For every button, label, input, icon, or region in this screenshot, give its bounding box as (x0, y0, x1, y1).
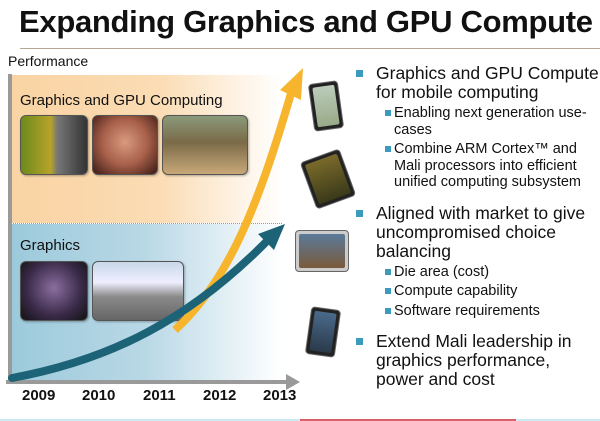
year-label: 2011 (143, 387, 176, 404)
tv-device-icon (295, 230, 349, 272)
region-divider (10, 223, 282, 224)
bullet-list: Graphics and GPU Compute for mobile comp… (352, 64, 600, 392)
year-label: 2009 (22, 387, 56, 404)
graphics-label: Graphics (20, 237, 81, 254)
year-label: 2013 (263, 387, 297, 404)
orange-arrowhead (280, 68, 303, 100)
y-axis-label: Performance (8, 53, 89, 69)
x-axis-arrowhead (286, 374, 300, 390)
gpu-compute-growth-arrow (172, 88, 296, 333)
ui-widgets-image (20, 261, 88, 321)
bullet-item: Extend Mali leadership in graphics perfo… (352, 332, 600, 389)
sub-bullet-item: Die area (cost) (352, 264, 600, 281)
offroad-game-image (162, 115, 248, 175)
seahorse-image (20, 115, 88, 175)
teal-arrowhead (258, 224, 285, 250)
footer-stripe (0, 419, 600, 421)
tablet-device-icon (307, 80, 345, 132)
sub-bullet-item: Compute capability (352, 283, 600, 300)
year-label: 2010 (82, 387, 116, 404)
performance-chart (6, 68, 303, 390)
gpu-computing-label: Graphics and GPU Computing (20, 92, 223, 109)
sub-bullet-item: Software requirements (352, 303, 600, 320)
racing-game-image (92, 261, 184, 321)
bullet-item: Aligned with market to give uncompromise… (352, 203, 600, 261)
face-tracking-image (92, 115, 158, 175)
year-label: 2012 (203, 387, 237, 404)
graphics-growth-arrow (8, 234, 274, 382)
title-divider (20, 48, 600, 49)
sub-bullet-item: Combine ARM Cortex™ and Mali processors … (352, 141, 600, 191)
sub-bullet-item: Enabling next generation use-cases (352, 105, 600, 138)
slide-title: Expanding Graphics and GPU Compute (19, 4, 593, 39)
smartphone-device-icon (304, 306, 342, 358)
bullet-item: Graphics and GPU Compute for mobile comp… (352, 64, 600, 102)
